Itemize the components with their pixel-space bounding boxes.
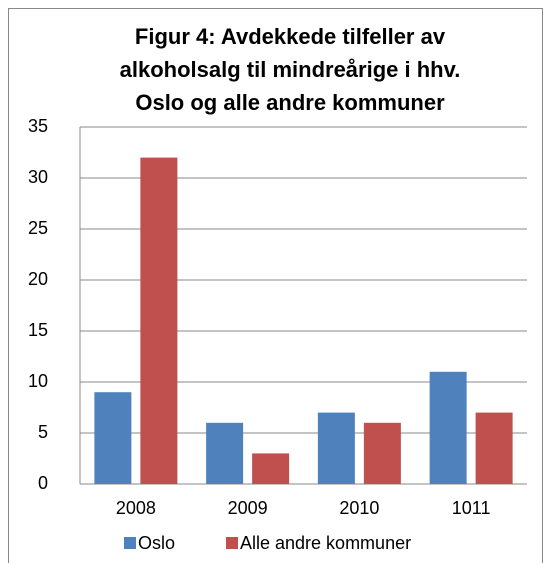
chart-title: Oslo og alle andre kommuner — [135, 90, 445, 115]
y-tick-label: 10 — [28, 371, 48, 391]
bar — [206, 422, 244, 484]
x-tick-label: 2009 — [228, 498, 268, 518]
y-tick-label: 15 — [28, 320, 48, 340]
x-tick-label: 2010 — [339, 498, 379, 518]
bar — [140, 157, 178, 484]
bar — [317, 412, 355, 484]
legend-swatch — [226, 537, 238, 549]
legend-swatch — [124, 537, 136, 549]
y-tick-label: 0 — [38, 473, 48, 493]
chart-title: alkoholsalg til mindreårige i hhv. — [120, 57, 461, 82]
y-tick-label: 5 — [38, 422, 48, 442]
legend-label: Alle andre kommuner — [240, 533, 411, 553]
bar — [429, 371, 467, 484]
y-tick-label: 30 — [28, 167, 48, 187]
y-tick-label: 20 — [28, 269, 48, 289]
bar — [475, 412, 513, 484]
y-tick-label: 35 — [28, 116, 48, 136]
x-tick-label: 2008 — [116, 498, 156, 518]
y-tick-label: 25 — [28, 218, 48, 238]
bar — [252, 453, 290, 484]
bar — [94, 392, 132, 484]
legend-label: Oslo — [138, 533, 175, 553]
bar — [363, 422, 401, 484]
x-tick-label: 1011 — [452, 498, 491, 518]
chart-title: Figur 4: Avdekkede tilfeller av — [135, 24, 446, 49]
